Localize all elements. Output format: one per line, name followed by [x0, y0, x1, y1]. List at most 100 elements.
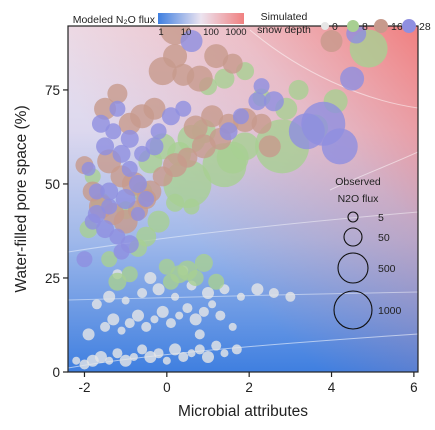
data-point — [198, 306, 209, 317]
data-point — [101, 251, 118, 268]
data-point — [96, 137, 115, 156]
data-point — [204, 44, 229, 69]
data-point — [156, 305, 169, 318]
data-point — [100, 182, 119, 201]
colorbar-label: 100 — [203, 27, 219, 38]
data-point — [101, 198, 118, 215]
snow-depth-label: 28 — [419, 21, 431, 33]
data-point — [166, 193, 185, 212]
data-point — [138, 191, 155, 207]
data-point — [72, 356, 81, 365]
x-tick-label: 0 — [163, 380, 171, 395]
data-point — [109, 228, 126, 245]
plot-frame — [67, 25, 419, 373]
data-point — [132, 309, 144, 322]
data-point — [82, 328, 95, 341]
size-legend-label: 5 — [378, 212, 384, 224]
data-point — [150, 315, 159, 324]
data-point — [94, 350, 107, 363]
data-point — [144, 271, 157, 284]
size-legend-label: 50 — [378, 232, 390, 244]
snow-depth-label: 16 — [391, 21, 403, 33]
snow-depth-title: snow depth — [257, 24, 311, 36]
y-tick-label: 25 — [45, 271, 60, 286]
x-axis: -2 0 2 4 6 — [78, 372, 418, 395]
snow-depth-title: Simulated — [261, 11, 308, 23]
y-axis-label: Water-filled pore space (%) — [13, 105, 30, 292]
data-point — [107, 313, 120, 326]
y-tick-label: 50 — [45, 177, 60, 192]
data-point — [177, 147, 198, 168]
data-point — [124, 318, 135, 329]
data-point — [163, 44, 188, 69]
data-point — [143, 97, 166, 120]
data-point — [117, 326, 126, 335]
data-point — [134, 145, 151, 162]
data-point — [91, 299, 102, 310]
data-point — [214, 68, 235, 89]
x-tick-label: -2 — [78, 380, 90, 395]
snow-depth-swatch — [347, 20, 359, 32]
x-axis-label: Microbial attributes — [178, 403, 308, 420]
data-point — [137, 288, 148, 299]
data-point — [187, 269, 204, 286]
contour-line — [249, 29, 418, 109]
size-legend-circle — [337, 252, 369, 284]
data-point — [153, 348, 164, 359]
data-point — [251, 283, 264, 296]
data-point — [248, 92, 267, 111]
data-point — [215, 310, 226, 321]
snow-depth-swatch — [321, 22, 329, 30]
data-point — [152, 283, 165, 296]
snow-depth-swatch — [402, 19, 416, 33]
x-tick-label: 6 — [410, 380, 418, 395]
y-tick-label: 0 — [52, 365, 60, 380]
data-point — [182, 303, 193, 314]
size-legend-title: Observed — [335, 176, 381, 188]
data-point — [121, 160, 138, 177]
data-point — [321, 128, 358, 165]
data-point — [161, 107, 180, 126]
data-point — [76, 251, 93, 268]
contour-line — [68, 211, 418, 253]
data-point — [183, 115, 208, 140]
data-point — [263, 91, 284, 112]
data-point — [194, 344, 205, 355]
data-point — [144, 350, 157, 363]
data-point — [129, 174, 147, 193]
data-point — [120, 129, 139, 148]
data-point — [109, 100, 126, 117]
data-point — [137, 344, 148, 355]
data-point — [202, 287, 214, 300]
data-point — [162, 356, 171, 365]
data-point — [202, 350, 214, 363]
data-point — [112, 348, 123, 359]
data-point — [100, 321, 111, 332]
data-point — [340, 66, 365, 91]
data-point — [178, 351, 189, 362]
data-point — [81, 161, 96, 176]
data-point — [165, 318, 176, 329]
data-point — [103, 290, 116, 303]
modeled-flux-legend: Modeled N₂O flux 1 10 100 1000 — [73, 13, 247, 38]
data-point — [145, 137, 164, 156]
data-point — [208, 273, 225, 290]
data-point — [251, 113, 272, 134]
data-point — [87, 205, 106, 224]
data-point — [147, 210, 170, 233]
data-point — [208, 300, 217, 309]
data-point — [105, 123, 122, 140]
data-point — [141, 321, 152, 332]
colorbar-label: 1000 — [225, 27, 246, 38]
data-point — [175, 100, 192, 117]
data-point — [107, 83, 128, 104]
data-point — [96, 220, 115, 239]
size-legend-circle — [347, 211, 359, 223]
size-legend: Observed N2O flux 5 50 500 1000 — [333, 176, 402, 330]
snow-depth-label: 8 — [362, 21, 368, 33]
size-legend-circle — [333, 290, 373, 330]
snow-depth-legend: Simulated snow depth 0 8 16 28 — [257, 11, 431, 36]
size-legend-label: 500 — [378, 263, 396, 275]
data-point — [288, 79, 309, 100]
data-point — [194, 329, 205, 340]
